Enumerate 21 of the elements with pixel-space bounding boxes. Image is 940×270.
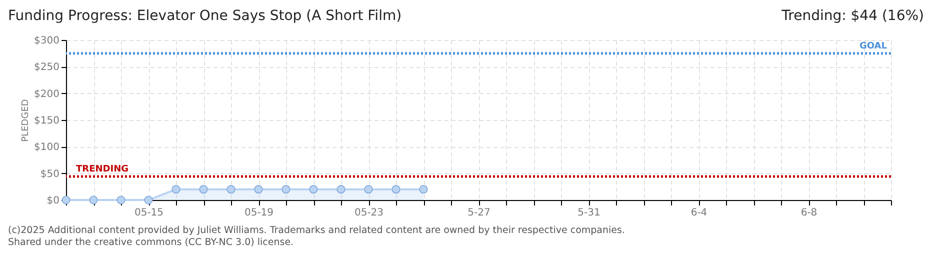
y-tick-label: $200: [34, 88, 60, 100]
x-tick-label: 6-4: [690, 208, 708, 218]
ref-line-label: GOAL: [860, 41, 888, 52]
y-axis-title: PLEDGED: [21, 99, 32, 142]
text: (c)2025 Additional content provided by Juliet Williams. Trademarks and related content are owned by their respective companies.: [8, 225, 626, 237]
x-tick-label: 6-8: [800, 208, 818, 218]
y-tick-label: $50: [40, 168, 60, 180]
chart-subtitle: Trending: $44 (16%): [782, 8, 924, 26]
x-tick-label: 05-23: [354, 208, 384, 218]
x-tick-label: 05-15: [134, 208, 164, 218]
y-tick-label: $300: [34, 36, 60, 46]
y-tick-label: $250: [34, 62, 60, 74]
y-tick-label: $100: [34, 142, 60, 154]
text: Shared under the creative commons (CC BY-NC 3.0) license.: [8, 237, 295, 249]
y-tick-label: $150: [34, 116, 60, 126]
x-tick-label: 5-27: [468, 208, 490, 218]
chart-title: Funding Progress: Elevator One Says Stop (A Short Film): [8, 8, 402, 26]
x-tick-label: 5-31: [578, 208, 600, 218]
ref-line-label: TRENDING: [76, 164, 128, 175]
y-tick-label: $0: [46, 196, 60, 206]
x-tick-label: 05-19: [244, 208, 274, 218]
